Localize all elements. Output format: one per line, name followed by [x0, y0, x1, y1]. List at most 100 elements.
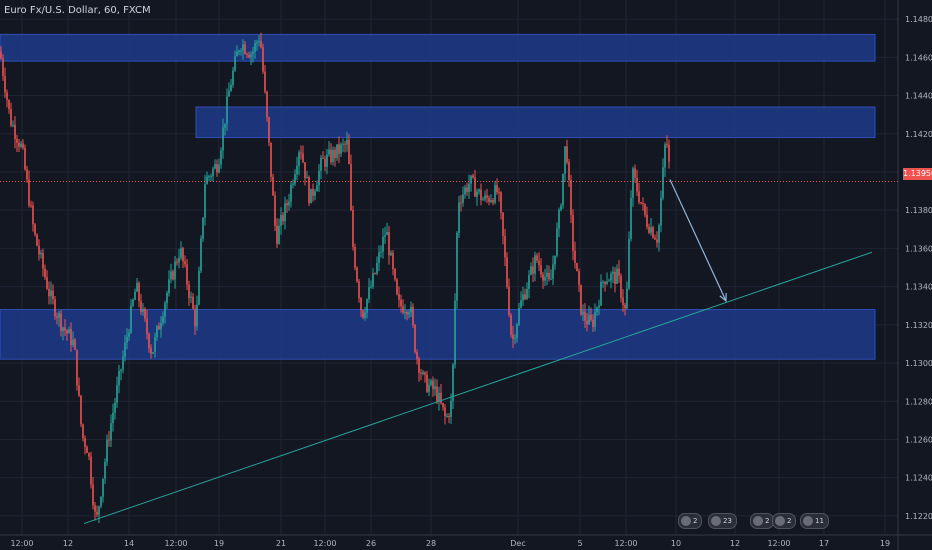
candle-body: [660, 197, 662, 226]
candle-body: [20, 143, 22, 147]
candle-body: [378, 252, 380, 263]
candle-body: [280, 214, 282, 226]
candle-body: [94, 505, 96, 512]
candle-body: [328, 149, 330, 155]
candle-body: [474, 177, 476, 197]
candle-body: [640, 202, 642, 204]
candle-body: [550, 278, 552, 280]
candle-body: [296, 166, 298, 175]
candle-body: [514, 338, 516, 340]
candle-body: [212, 168, 214, 176]
candle-body: [428, 384, 430, 392]
candle-body: [114, 402, 116, 413]
candle-body: [10, 109, 12, 126]
candle-body: [318, 170, 320, 186]
candle-body: [124, 342, 126, 357]
y-tick-label: 1.13600: [905, 244, 932, 253]
candle-body: [632, 168, 634, 198]
candle-body: [204, 184, 206, 218]
event-marker[interactable]: 23: [708, 513, 737, 529]
candle-body: [430, 380, 432, 385]
candle-body: [408, 312, 410, 315]
x-tick-label: 10: [671, 539, 681, 548]
candle-body: [626, 288, 628, 309]
candle-body: [308, 177, 310, 204]
candle-body: [236, 52, 238, 57]
candle-body: [96, 511, 98, 515]
candle-body: [56, 316, 58, 318]
candle-body: [464, 187, 466, 195]
event-marker[interactable]: 2: [772, 513, 797, 529]
candle-body: [66, 330, 68, 334]
candle-body: [558, 209, 560, 229]
candle-body: [234, 56, 236, 71]
candle-body: [60, 313, 62, 331]
candle-body: [176, 261, 178, 263]
candle-body: [630, 197, 632, 239]
candle-body: [202, 217, 204, 239]
event-count: 23: [723, 517, 732, 525]
candle-body: [156, 326, 158, 338]
candle-body: [112, 412, 114, 424]
candle-body: [232, 70, 234, 85]
projection-arrow: [669, 179, 727, 302]
candle-body: [74, 339, 76, 350]
candle-body: [372, 273, 374, 287]
candle-body: [444, 407, 446, 417]
candle-body: [104, 461, 106, 479]
candle-body: [392, 252, 394, 269]
candle-body: [14, 125, 16, 139]
candle-body: [172, 271, 174, 280]
candle-body: [642, 202, 644, 204]
candle-body: [244, 44, 246, 54]
candle-body: [28, 179, 30, 206]
candle-body: [662, 167, 664, 198]
candle-body: [602, 281, 604, 283]
candle-body: [152, 352, 154, 354]
candle-body: [484, 195, 486, 200]
x-tick-label: 5: [577, 539, 582, 548]
y-tick-label: 1.14600: [905, 53, 932, 62]
candle-body: [8, 99, 10, 110]
candle-body: [470, 175, 472, 184]
candle-body: [616, 268, 618, 284]
candle-body: [326, 154, 328, 167]
event-marker[interactable]: 2: [678, 513, 703, 529]
candle-body: [256, 42, 258, 44]
candle-body: [426, 374, 428, 392]
candle-body: [206, 176, 208, 185]
candle-body: [150, 348, 152, 354]
candle-body: [162, 316, 164, 324]
event-marker[interactable]: 2: [750, 513, 775, 529]
candle-body: [262, 47, 264, 72]
candle-body: [652, 227, 654, 238]
candle-body: [138, 282, 140, 302]
candle-body: [424, 372, 426, 375]
candle-body: [214, 164, 216, 169]
candle-body: [374, 273, 376, 275]
candle-body: [210, 175, 212, 177]
chart-title: Euro Fx/U.S. Dollar, 60, FXCM: [4, 5, 151, 16]
candle-body: [578, 271, 580, 285]
x-tick-label: 12: [63, 539, 73, 548]
candle-body: [528, 274, 530, 289]
candle-body: [334, 149, 336, 158]
candle-body: [278, 225, 280, 244]
candle-body: [158, 326, 160, 330]
candle-body: [600, 282, 602, 306]
candle-body: [178, 257, 180, 263]
candle-body: [250, 54, 252, 58]
candle-body: [658, 225, 660, 243]
candle-body: [554, 255, 556, 265]
event-marker[interactable]: 11: [800, 513, 829, 529]
candle-body: [664, 144, 666, 168]
candle-body: [100, 496, 102, 507]
candle-body: [394, 268, 396, 280]
candle-body: [86, 446, 88, 454]
candle-body: [542, 274, 544, 281]
candle-body: [84, 438, 86, 447]
candle-body: [272, 176, 274, 196]
candle-body: [160, 323, 162, 330]
x-tick-label: 12:00: [313, 539, 336, 548]
